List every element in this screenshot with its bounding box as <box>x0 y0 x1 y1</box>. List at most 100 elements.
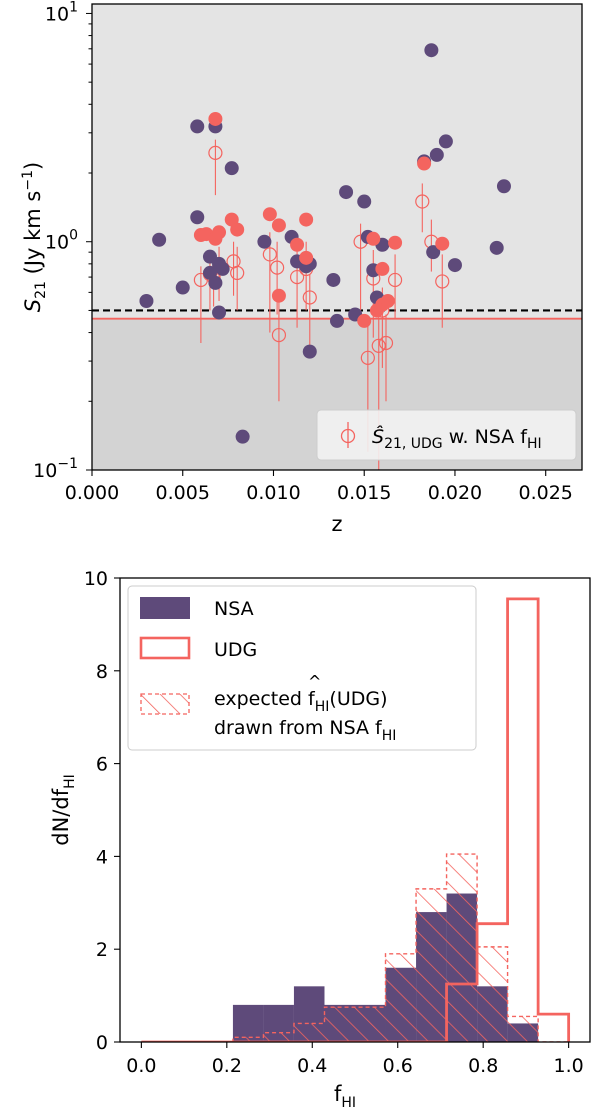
y-label-subscript: HI <box>62 774 78 789</box>
y-axis-ticks: 0 2 4 6 8 10 <box>84 568 120 1054</box>
nsa-point <box>190 210 205 225</box>
udg-point <box>299 212 314 227</box>
expected-bar <box>232 1037 264 1042</box>
y-tick-label: 10−1 <box>33 456 78 482</box>
nsa-point <box>326 272 341 287</box>
region-above-limit <box>92 4 582 319</box>
nsa-point <box>208 275 223 290</box>
legend-expected-swatch <box>140 693 190 715</box>
nsa-point <box>152 232 167 247</box>
udg-point <box>208 111 223 126</box>
expected-bar <box>507 1016 539 1042</box>
legend-open-marker <box>340 428 356 444</box>
scatter-legend: Ŝ21, UDG w. NSA fHI <box>316 409 577 461</box>
legend-rest-subscript: HI <box>527 436 542 452</box>
legend-expected2-sub: HI <box>382 728 397 744</box>
nsa-point <box>302 344 317 359</box>
udg-expected-point <box>371 338 386 353</box>
y-axis-ticks: 101 100 10−1 <box>33 0 92 482</box>
expected-bar <box>263 1032 294 1042</box>
expected-outline <box>141 853 569 1042</box>
plot-frame <box>119 577 591 1043</box>
y-axis-label: S21 (Jy km s−1) <box>20 162 49 312</box>
histogram-legend: NSA UDG expected fHI(UDG) ^ drawn from N… <box>127 585 477 751</box>
y-label-units: (Jy km s <box>21 191 45 281</box>
legend-rest: w. NSA f <box>443 426 529 448</box>
nsa-bar <box>232 1004 264 1042</box>
udg-point <box>212 225 227 240</box>
legend-expected-pre: expected <box>214 688 308 710</box>
udg-point <box>417 156 432 171</box>
x-axis-label: fHI <box>334 1082 356 1111</box>
legend-udg-label: UDG <box>214 639 257 661</box>
udg-expected-point <box>230 265 245 281</box>
udg-point <box>271 288 286 303</box>
legend-nsa-label: NSA <box>214 598 254 620</box>
y-label-symbol: S <box>21 299 45 312</box>
expected-bar <box>293 1023 325 1042</box>
legend-expected2-pre: drawn from NSA f <box>214 717 383 739</box>
expected-bar <box>416 888 447 1042</box>
x-tick-label: 0.020 <box>428 482 482 504</box>
udg-expected-point <box>271 327 287 343</box>
y-tick-label: 6 <box>96 754 108 776</box>
udg-expected-point <box>378 335 394 351</box>
x-tick-label: 0.000 <box>65 482 119 504</box>
x-tick-label: 0.4 <box>297 1055 327 1077</box>
nsa-point <box>212 305 227 320</box>
udg-point <box>299 250 314 265</box>
nsa-point <box>190 119 205 134</box>
x-tick-label: 0.005 <box>156 482 210 504</box>
legend-box <box>316 409 577 461</box>
nsa-point <box>357 194 372 209</box>
y-label-close: ) <box>21 162 45 170</box>
x-tick-label: 0.010 <box>246 482 300 504</box>
expected-bar <box>446 854 478 1042</box>
y-label-exponent: −1 <box>20 170 36 191</box>
nsa-point <box>438 134 453 149</box>
x-label-subscript: HI <box>341 1095 356 1111</box>
udg-point <box>435 236 450 251</box>
udg-point <box>290 237 305 252</box>
nsa-point <box>429 147 444 162</box>
nsa-point <box>235 429 250 444</box>
y-tick-label: 2 <box>96 939 108 961</box>
nsa-point <box>426 245 441 260</box>
udg-point <box>366 231 381 246</box>
nsa-point <box>489 240 504 255</box>
udg-point <box>262 207 277 222</box>
x-label-main: f <box>334 1082 342 1106</box>
nsa-point <box>139 293 154 308</box>
x-axis-ticks: 0.0 0.2 0.4 0.6 0.8 1.0 <box>126 1042 584 1077</box>
y-tick-label: 101 <box>45 0 78 25</box>
legend-expected-sub: HI <box>315 699 330 715</box>
nsa-point <box>257 234 272 249</box>
udg-expected-point <box>415 194 430 209</box>
y-axis-label: dN/dfHI <box>49 774 78 846</box>
udg-expected-point <box>208 145 223 160</box>
y-tick-label: 8 <box>96 661 108 683</box>
y-label-main: dN/df <box>49 788 73 845</box>
legend-expected-f: f <box>308 688 316 710</box>
y-tick-label: 100 <box>45 228 78 254</box>
nsa-point <box>424 43 439 58</box>
x-tick-label: 0.0 <box>126 1055 156 1077</box>
udg-expected-point <box>262 247 277 262</box>
x-tick-label: 0.6 <box>383 1055 413 1077</box>
y-label-subscript: 21 <box>33 281 49 299</box>
nsa-point <box>175 280 190 295</box>
x-tick-label: 0.2 <box>212 1055 242 1077</box>
legend-label: Ŝ21, UDG w. NSA fHI <box>372 424 542 452</box>
y-tick-label: 0 <box>96 1032 108 1054</box>
udg-expected-point <box>387 272 403 288</box>
nsa-point <box>215 261 230 276</box>
udg-expected-point <box>360 350 375 365</box>
x-tick-label: 0.8 <box>468 1055 498 1077</box>
x-axis-ticks: 0.000 0.005 0.010 0.015 0.020 0.025 <box>65 470 573 504</box>
udg-expected-point <box>289 269 305 285</box>
legend-expected-line2: drawn from NSA fHI <box>214 717 396 744</box>
x-axis-label: z <box>331 512 342 536</box>
detection-regions <box>92 4 582 470</box>
